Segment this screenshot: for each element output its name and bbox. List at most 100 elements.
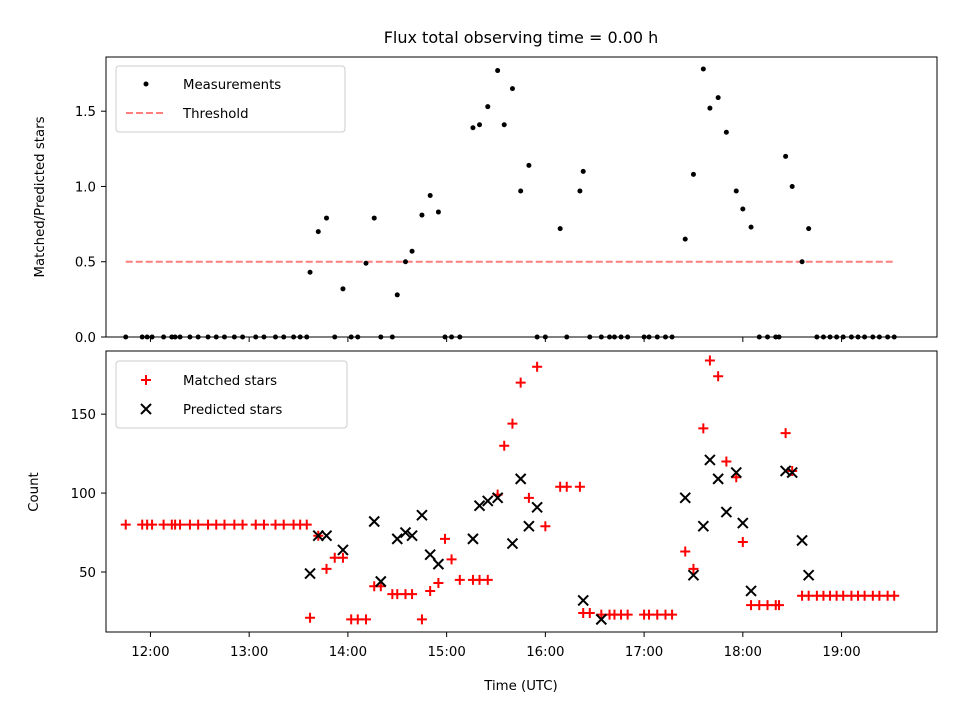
x-tick-label: 16:00 [526, 645, 564, 660]
predicted-star-point [730, 466, 742, 479]
predicted-star-point [514, 473, 527, 485]
predicted-star-point [712, 473, 724, 485]
matched-star-point [482, 574, 493, 585]
matched-star-point [889, 590, 900, 601]
matched-star-point [237, 519, 248, 530]
top-axes-frame [105, 56, 938, 338]
predicted-star-point [786, 466, 798, 479]
bottom-panel: 12:00 13:00 14:00 15:00 16:00 17:00 18:00 19:00… [27, 350, 938, 694]
predicted-star-point [697, 520, 710, 532]
measurement-point [394, 292, 400, 298]
x-tick-label: 17:00 [625, 645, 663, 660]
matched-star-point [713, 371, 724, 382]
matched-star-point [507, 418, 518, 429]
measurement-point [435, 209, 441, 215]
matched-star-point [439, 533, 450, 544]
matched-star-point [574, 481, 585, 492]
matched-star-point [667, 609, 678, 620]
predicted-star-point [737, 517, 749, 529]
matched-star-point [698, 423, 709, 434]
measurement-point [509, 86, 515, 92]
predicted-star-point [416, 509, 428, 521]
bottom-axes-frame [105, 350, 938, 633]
matched-star-point [499, 440, 510, 451]
matched-star-point [321, 563, 332, 574]
measurement-point [783, 153, 789, 159]
matched-star-point [523, 492, 534, 503]
predicted-star-point [491, 492, 504, 504]
predicted-star-point [337, 544, 349, 556]
measurement-point [577, 188, 583, 194]
predicted-star-point [595, 613, 608, 626]
predicted-star-point [467, 533, 479, 545]
predicted-star-point [802, 569, 815, 581]
top-legend-box [115, 65, 346, 133]
legend-matched-label: Matched stars [183, 374, 277, 389]
top-axis-ticks: 0.0 0.5 1.0 1.5 [75, 105, 843, 346]
predicted-star-point [368, 515, 380, 528]
measurement-point [495, 68, 501, 74]
measurement-point [307, 269, 313, 275]
x-tick-label: 19:00 [822, 645, 860, 660]
matched-star-point [278, 519, 289, 530]
bottom-y-axis-label: Count [27, 472, 42, 512]
measurement-point [700, 66, 706, 72]
top-legend: Measurements Threshold [115, 65, 346, 133]
top-y-tick-label: 1.5 [75, 105, 96, 120]
matched-star-point [540, 521, 551, 532]
legend-matched-marker [141, 375, 151, 385]
predicted-star-point [531, 501, 543, 513]
top-y-tick-label: 0.5 [75, 256, 96, 271]
matched-star-point [737, 537, 748, 548]
predicted-star-point [399, 526, 412, 539]
matched-star-point [305, 612, 316, 623]
measurement-point [740, 206, 746, 212]
measurement-point [470, 125, 476, 131]
legend-measurements-marker [143, 81, 149, 87]
predicted-star-point [482, 495, 494, 507]
predicted-star-point [796, 534, 808, 547]
top-panel: Flux total observing time = 0.00 h 0.00.… [33, 28, 938, 346]
measurement-point [485, 104, 491, 110]
predicted-star-point [375, 575, 387, 588]
predicted-star-point [506, 537, 519, 550]
predicted-star-point [679, 492, 691, 504]
x-tick-label: 12:00 [131, 645, 169, 660]
predicted-star-point [720, 506, 733, 518]
legend-measurements-label: Measurements [183, 78, 281, 93]
predicted-star-point [432, 558, 445, 570]
measurement-point [501, 122, 507, 128]
matched-star-point [360, 614, 371, 625]
bottom-axis-ticks: 12:00 13:00 14:00 15:00 16:00 17:00 18:00 19:00… [71, 408, 861, 660]
matched-star-point [584, 608, 595, 619]
bottom-plot-marks [120, 355, 900, 626]
predicted-star-point [406, 529, 418, 542]
legend-predicted-marker [140, 403, 152, 415]
measurement-point [715, 95, 721, 101]
predicted-star-point [320, 529, 333, 542]
predicted-star-point [304, 567, 316, 580]
predicted-star-point [687, 569, 700, 581]
bottom-x-axis-label: Time (UTC) [483, 679, 558, 694]
predicted-star-point [473, 500, 486, 512]
predicted-star-point [312, 529, 324, 542]
measurement-point [748, 224, 754, 230]
measurement-point [477, 122, 483, 128]
measurement-point [315, 229, 321, 235]
predicted-star-point [779, 465, 792, 477]
matched-star-point [407, 589, 418, 600]
bottom-y-tick-label: 50 [79, 566, 96, 581]
measurement-point [690, 171, 696, 177]
matched-star-point [454, 574, 465, 585]
measurement-point [402, 259, 408, 265]
measurement-point [371, 215, 377, 221]
measurement-point [526, 162, 532, 168]
matched-star-point [147, 519, 158, 530]
top-y-axis-label: Matched/Predicted stars [33, 116, 48, 277]
bottom-y-tick-label: 150 [71, 408, 96, 423]
matched-star-point [704, 355, 715, 366]
matched-star-point [120, 519, 131, 530]
matched-star-point [680, 546, 691, 557]
matched-star-point [561, 481, 572, 492]
matched-star-point [433, 578, 444, 589]
